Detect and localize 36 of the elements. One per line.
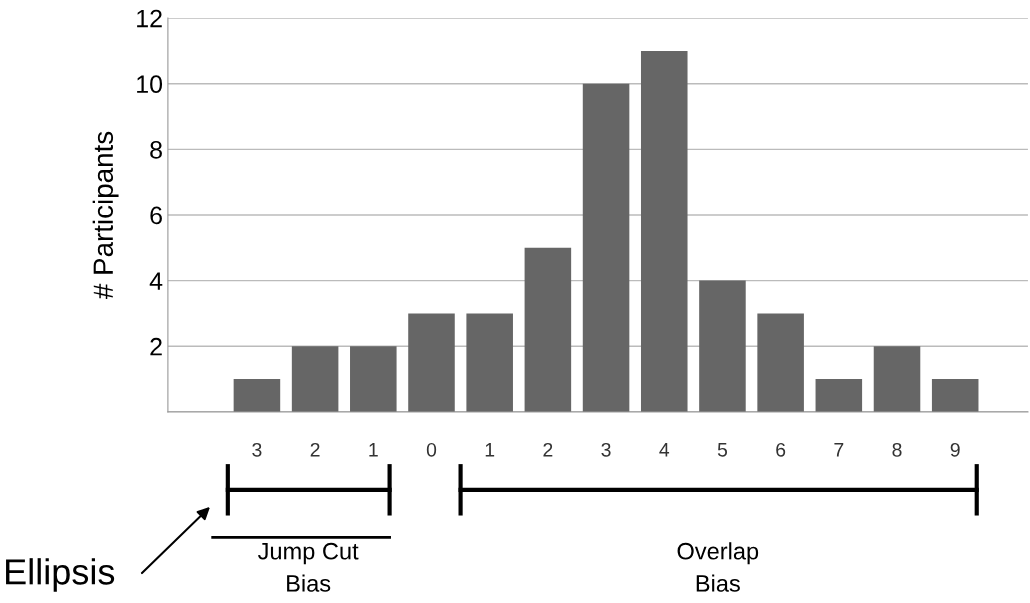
x-tick-label: 6 xyxy=(776,442,786,457)
bar xyxy=(815,379,863,412)
y-tick-label: 6 xyxy=(150,206,162,225)
bar xyxy=(640,50,688,412)
bar xyxy=(524,247,572,412)
bar xyxy=(699,280,746,412)
bar xyxy=(291,346,339,412)
text: Jump Cut Bias xyxy=(257,542,359,592)
bar xyxy=(582,83,630,412)
x-tick-label: 7 xyxy=(834,443,844,457)
y-tick-label: 12 xyxy=(137,9,162,28)
x-tick-label: 9 xyxy=(950,442,960,457)
x-tick-label: 8 xyxy=(892,442,902,457)
bar xyxy=(873,346,921,412)
x-tick-label: 0 xyxy=(426,442,437,457)
bar xyxy=(757,313,804,412)
x-tick-label: 3 xyxy=(601,442,611,457)
y-tick-label: 2 xyxy=(150,337,162,356)
text: Overlap Bias xyxy=(677,542,759,592)
x-tick-label: 5 xyxy=(717,443,728,457)
bar xyxy=(408,313,455,412)
x-tick-label: 2 xyxy=(310,442,320,457)
x-tick-label: 1 xyxy=(369,443,378,457)
y-tick-label: 8 xyxy=(150,140,162,159)
bar xyxy=(466,313,513,412)
bar xyxy=(350,346,397,412)
x-tick-label: 2 xyxy=(543,442,553,457)
y-axis-title: # Participants xyxy=(92,131,119,299)
x-tick-label: 4 xyxy=(659,443,670,457)
x-tick-label: 1 xyxy=(485,443,495,457)
bar xyxy=(931,379,979,412)
x-tick-label: 3 xyxy=(252,442,262,457)
bar xyxy=(233,379,281,412)
y-tick-label: 10 xyxy=(137,75,163,94)
text: Ellipsis xyxy=(6,558,115,592)
y-tick-label: 4 xyxy=(149,272,163,290)
